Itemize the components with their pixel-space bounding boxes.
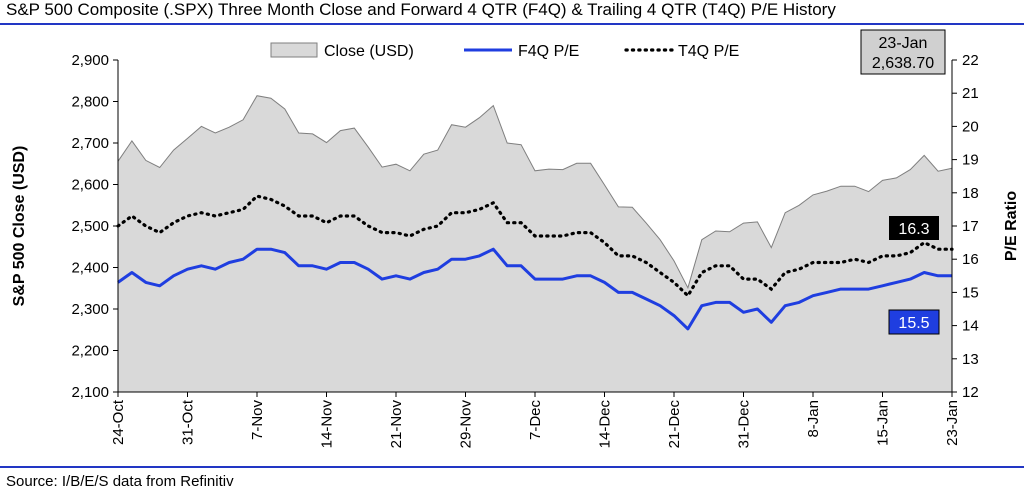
right-tick-label: 22 xyxy=(962,52,979,69)
left-axis-title: S&P 500 Close (USD) xyxy=(11,146,28,307)
right-tick-label: 21 xyxy=(962,85,979,102)
right-axis-title: P/E Ratio xyxy=(1003,191,1020,261)
legend: Close (USD) F4Q P/E T4Q P/E xyxy=(270,42,739,60)
x-tick-label: 21-Nov xyxy=(388,400,405,449)
right-tick-label: 16 xyxy=(962,251,979,268)
right-tick-label: 17 xyxy=(962,218,979,235)
close-area xyxy=(118,95,952,392)
callouts: 23-Jan 2,638.70 16.3 15.5 xyxy=(860,29,946,335)
chart-title: S&P 500 Composite (.SPX) Three Month Clo… xyxy=(6,0,836,19)
t4q-pe-line xyxy=(116,194,954,299)
left-tick-label: 2,400 xyxy=(71,260,109,277)
right-tick-label: 15 xyxy=(962,284,979,301)
x-tick-label: 29-Nov xyxy=(458,400,475,449)
right-tick-label: 12 xyxy=(962,384,979,401)
x-tick-label: 15-Jan xyxy=(875,400,892,446)
close-area-layer xyxy=(117,95,953,392)
last-close-box xyxy=(860,29,946,75)
left-tick-label: 2,800 xyxy=(71,94,109,111)
right-tick-label: 19 xyxy=(962,152,979,169)
left-tick-label: 2,900 xyxy=(71,52,109,69)
last-close-label: 2,638.70 xyxy=(872,55,934,72)
left-tick-label: 2,500 xyxy=(71,218,109,235)
pe-lines-layer xyxy=(116,194,954,331)
bottom-rule xyxy=(0,466,1024,468)
pe-history-chart: 2,100 2,200 2,300 2,400 2,500 2,600 2,700 2,800… xyxy=(11,29,1020,448)
right-tick-label: 20 xyxy=(962,118,979,135)
left-tick-label: 2,100 xyxy=(71,384,109,401)
x-tick-label: 7-Dec xyxy=(527,400,544,441)
top-rule xyxy=(0,23,1024,25)
close-area-outline xyxy=(117,95,953,290)
right-tick-label: 13 xyxy=(962,351,979,368)
f4q-pe-line xyxy=(117,247,952,331)
legend-t4q-label: T4Q P/E xyxy=(678,43,739,60)
x-tick-label: 14-Nov xyxy=(319,400,336,449)
x-tick-label: 31-Oct xyxy=(180,399,197,445)
f4q-end-label: 15.5 xyxy=(898,315,929,332)
axes-layer: 2,100 2,200 2,300 2,400 2,500 2,600 2,700 2,800… xyxy=(11,52,1020,448)
right-tick-label: 14 xyxy=(962,318,979,335)
left-tick-label: 2,700 xyxy=(71,135,109,152)
legend-f4q-label: F4Q P/E xyxy=(518,43,579,60)
left-tick-label: 2,300 xyxy=(71,301,109,318)
f4q-end-label-box xyxy=(888,309,940,335)
x-tick-label: 23-Jan xyxy=(944,400,961,446)
t4q-end-label: 16.3 xyxy=(898,221,929,238)
x-tick-label: 21-Dec xyxy=(666,400,683,449)
left-tick-label: 2,600 xyxy=(71,177,109,194)
x-tick-label: 7-Nov xyxy=(249,400,266,441)
x-tick-label: 8-Jan xyxy=(805,400,822,438)
legend-close-swatch xyxy=(270,42,318,58)
right-tick-label: 18 xyxy=(962,185,979,202)
x-tick-label: 14-Dec xyxy=(597,400,614,449)
t4q-end-label-box xyxy=(889,216,939,240)
left-tick-label: 2,200 xyxy=(71,343,109,360)
source-note: Source: I/B/E/S data from Refinitiv xyxy=(6,473,234,490)
legend-close-label: Close (USD) xyxy=(324,43,414,60)
x-tick-label: 31-Dec xyxy=(736,400,753,449)
last-date-label: 23-Jan xyxy=(879,35,928,52)
x-tick-label: 24-Oct xyxy=(110,399,127,445)
